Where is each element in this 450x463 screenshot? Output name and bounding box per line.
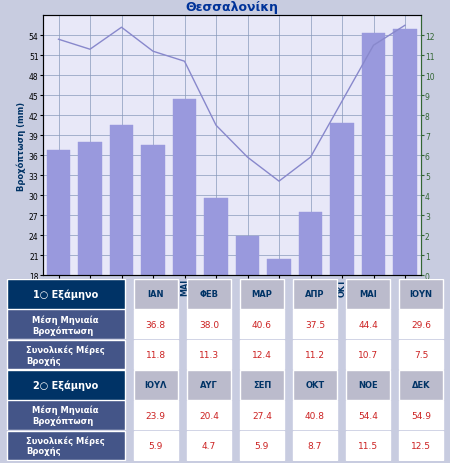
Text: 12.4: 12.4 [252, 350, 272, 359]
Text: 38.0: 38.0 [199, 320, 219, 329]
Text: Μέση Μηνιαία
Βροχόπτωση: Μέση Μηνιαία Βροχόπτωση [32, 405, 99, 425]
Text: ΣΕΠ: ΣΕΠ [253, 381, 271, 389]
Y-axis label: Βροχόπτωση (mm): Βροχόπτωση (mm) [17, 101, 26, 190]
FancyBboxPatch shape [240, 370, 284, 400]
FancyBboxPatch shape [134, 340, 178, 369]
Text: 37.5: 37.5 [305, 320, 325, 329]
Text: Μέση Μηνιαία
Βροχόπτωση: Μέση Μηνιαία Βροχόπτωση [32, 314, 99, 335]
Text: 11.3: 11.3 [199, 350, 219, 359]
Text: ΙΟΥΛ: ΙΟΥΛ [144, 381, 167, 389]
Text: 11.2: 11.2 [305, 350, 325, 359]
Text: 27.4: 27.4 [252, 411, 272, 420]
Text: 54.9: 54.9 [411, 411, 431, 420]
FancyBboxPatch shape [293, 280, 337, 309]
FancyBboxPatch shape [187, 370, 231, 400]
Text: 5.9: 5.9 [148, 441, 163, 450]
Text: ΜΑΡ: ΜΑΡ [252, 290, 272, 299]
Bar [330, 124, 354, 395]
Text: 11.8: 11.8 [146, 350, 166, 359]
FancyBboxPatch shape [7, 280, 125, 309]
FancyBboxPatch shape [399, 340, 443, 369]
Text: 8.7: 8.7 [308, 441, 322, 450]
Text: Συνολικές Μέρες
Βροχής: Συνολικές Μέρες Βροχής [27, 345, 105, 365]
FancyBboxPatch shape [187, 431, 231, 460]
FancyBboxPatch shape [7, 310, 125, 339]
FancyBboxPatch shape [187, 310, 231, 339]
Text: 20.4: 20.4 [199, 411, 219, 420]
FancyBboxPatch shape [293, 431, 337, 460]
Text: ΑΠΡ: ΑΠΡ [305, 290, 325, 299]
Text: ΟΚΤ: ΟΚΤ [306, 381, 324, 389]
FancyBboxPatch shape [293, 310, 337, 339]
FancyBboxPatch shape [346, 370, 390, 400]
Text: 1○ Εξάμηνο: 1○ Εξάμηνο [33, 289, 99, 300]
FancyBboxPatch shape [134, 370, 178, 400]
FancyBboxPatch shape [240, 400, 284, 430]
Text: ΜΑΙ: ΜΑΙ [359, 290, 377, 299]
Text: 23.9: 23.9 [146, 411, 166, 420]
Bar [141, 146, 165, 395]
Bar [236, 236, 259, 395]
Bar [362, 33, 385, 395]
Title: Θεσσαλονίκη: Θεσσαλονίκη [185, 0, 278, 13]
FancyBboxPatch shape [293, 370, 337, 400]
Bar [299, 213, 322, 395]
FancyBboxPatch shape [240, 280, 284, 309]
FancyBboxPatch shape [240, 310, 284, 339]
FancyBboxPatch shape [346, 400, 390, 430]
Text: 44.4: 44.4 [358, 320, 378, 329]
Text: 36.8: 36.8 [146, 320, 166, 329]
Text: ΦΕΒ: ΦΕΒ [199, 290, 218, 299]
Text: ΝΟΕ: ΝΟΕ [358, 381, 378, 389]
FancyBboxPatch shape [187, 340, 231, 369]
Bar [47, 150, 70, 395]
FancyBboxPatch shape [7, 400, 125, 430]
Text: 12.5: 12.5 [411, 441, 431, 450]
Text: 40.8: 40.8 [305, 411, 325, 420]
Bar [393, 30, 417, 395]
Bar [267, 260, 291, 395]
FancyBboxPatch shape [134, 400, 178, 430]
Text: 54.4: 54.4 [358, 411, 378, 420]
FancyBboxPatch shape [293, 340, 337, 369]
FancyBboxPatch shape [134, 431, 178, 460]
Bar [204, 198, 228, 395]
Bar [78, 143, 102, 395]
FancyBboxPatch shape [399, 431, 443, 460]
FancyBboxPatch shape [399, 400, 443, 430]
FancyBboxPatch shape [240, 340, 284, 369]
FancyBboxPatch shape [134, 310, 178, 339]
Text: ΙΟΥΝ: ΙΟΥΝ [410, 290, 433, 299]
Text: ΑΥΓ: ΑΥΓ [200, 381, 218, 389]
FancyBboxPatch shape [240, 431, 284, 460]
FancyBboxPatch shape [399, 370, 443, 400]
FancyBboxPatch shape [346, 310, 390, 339]
Text: ΔΕΚ: ΔΕΚ [412, 381, 431, 389]
Text: 4.7: 4.7 [202, 441, 216, 450]
FancyBboxPatch shape [399, 310, 443, 339]
Text: 11.5: 11.5 [358, 441, 378, 450]
Text: ΙΑΝ: ΙΑΝ [148, 290, 164, 299]
FancyBboxPatch shape [346, 280, 390, 309]
FancyBboxPatch shape [187, 400, 231, 430]
Text: 2○ Εξάμηνο: 2○ Εξάμηνο [33, 380, 99, 390]
Text: 29.6: 29.6 [411, 320, 431, 329]
Text: 7.5: 7.5 [414, 350, 428, 359]
Text: 40.6: 40.6 [252, 320, 272, 329]
Bar [110, 125, 133, 395]
FancyBboxPatch shape [399, 280, 443, 309]
FancyBboxPatch shape [134, 280, 178, 309]
FancyBboxPatch shape [346, 340, 390, 369]
Text: 5.9: 5.9 [255, 441, 269, 450]
FancyBboxPatch shape [293, 400, 337, 430]
FancyBboxPatch shape [7, 431, 125, 460]
Text: Συνολικές Μέρες
Βροχής: Συνολικές Μέρες Βροχής [27, 436, 105, 456]
FancyBboxPatch shape [7, 340, 125, 369]
FancyBboxPatch shape [187, 280, 231, 309]
FancyBboxPatch shape [7, 370, 125, 400]
Bar [173, 100, 196, 395]
Text: 10.7: 10.7 [358, 350, 378, 359]
FancyBboxPatch shape [346, 431, 390, 460]
